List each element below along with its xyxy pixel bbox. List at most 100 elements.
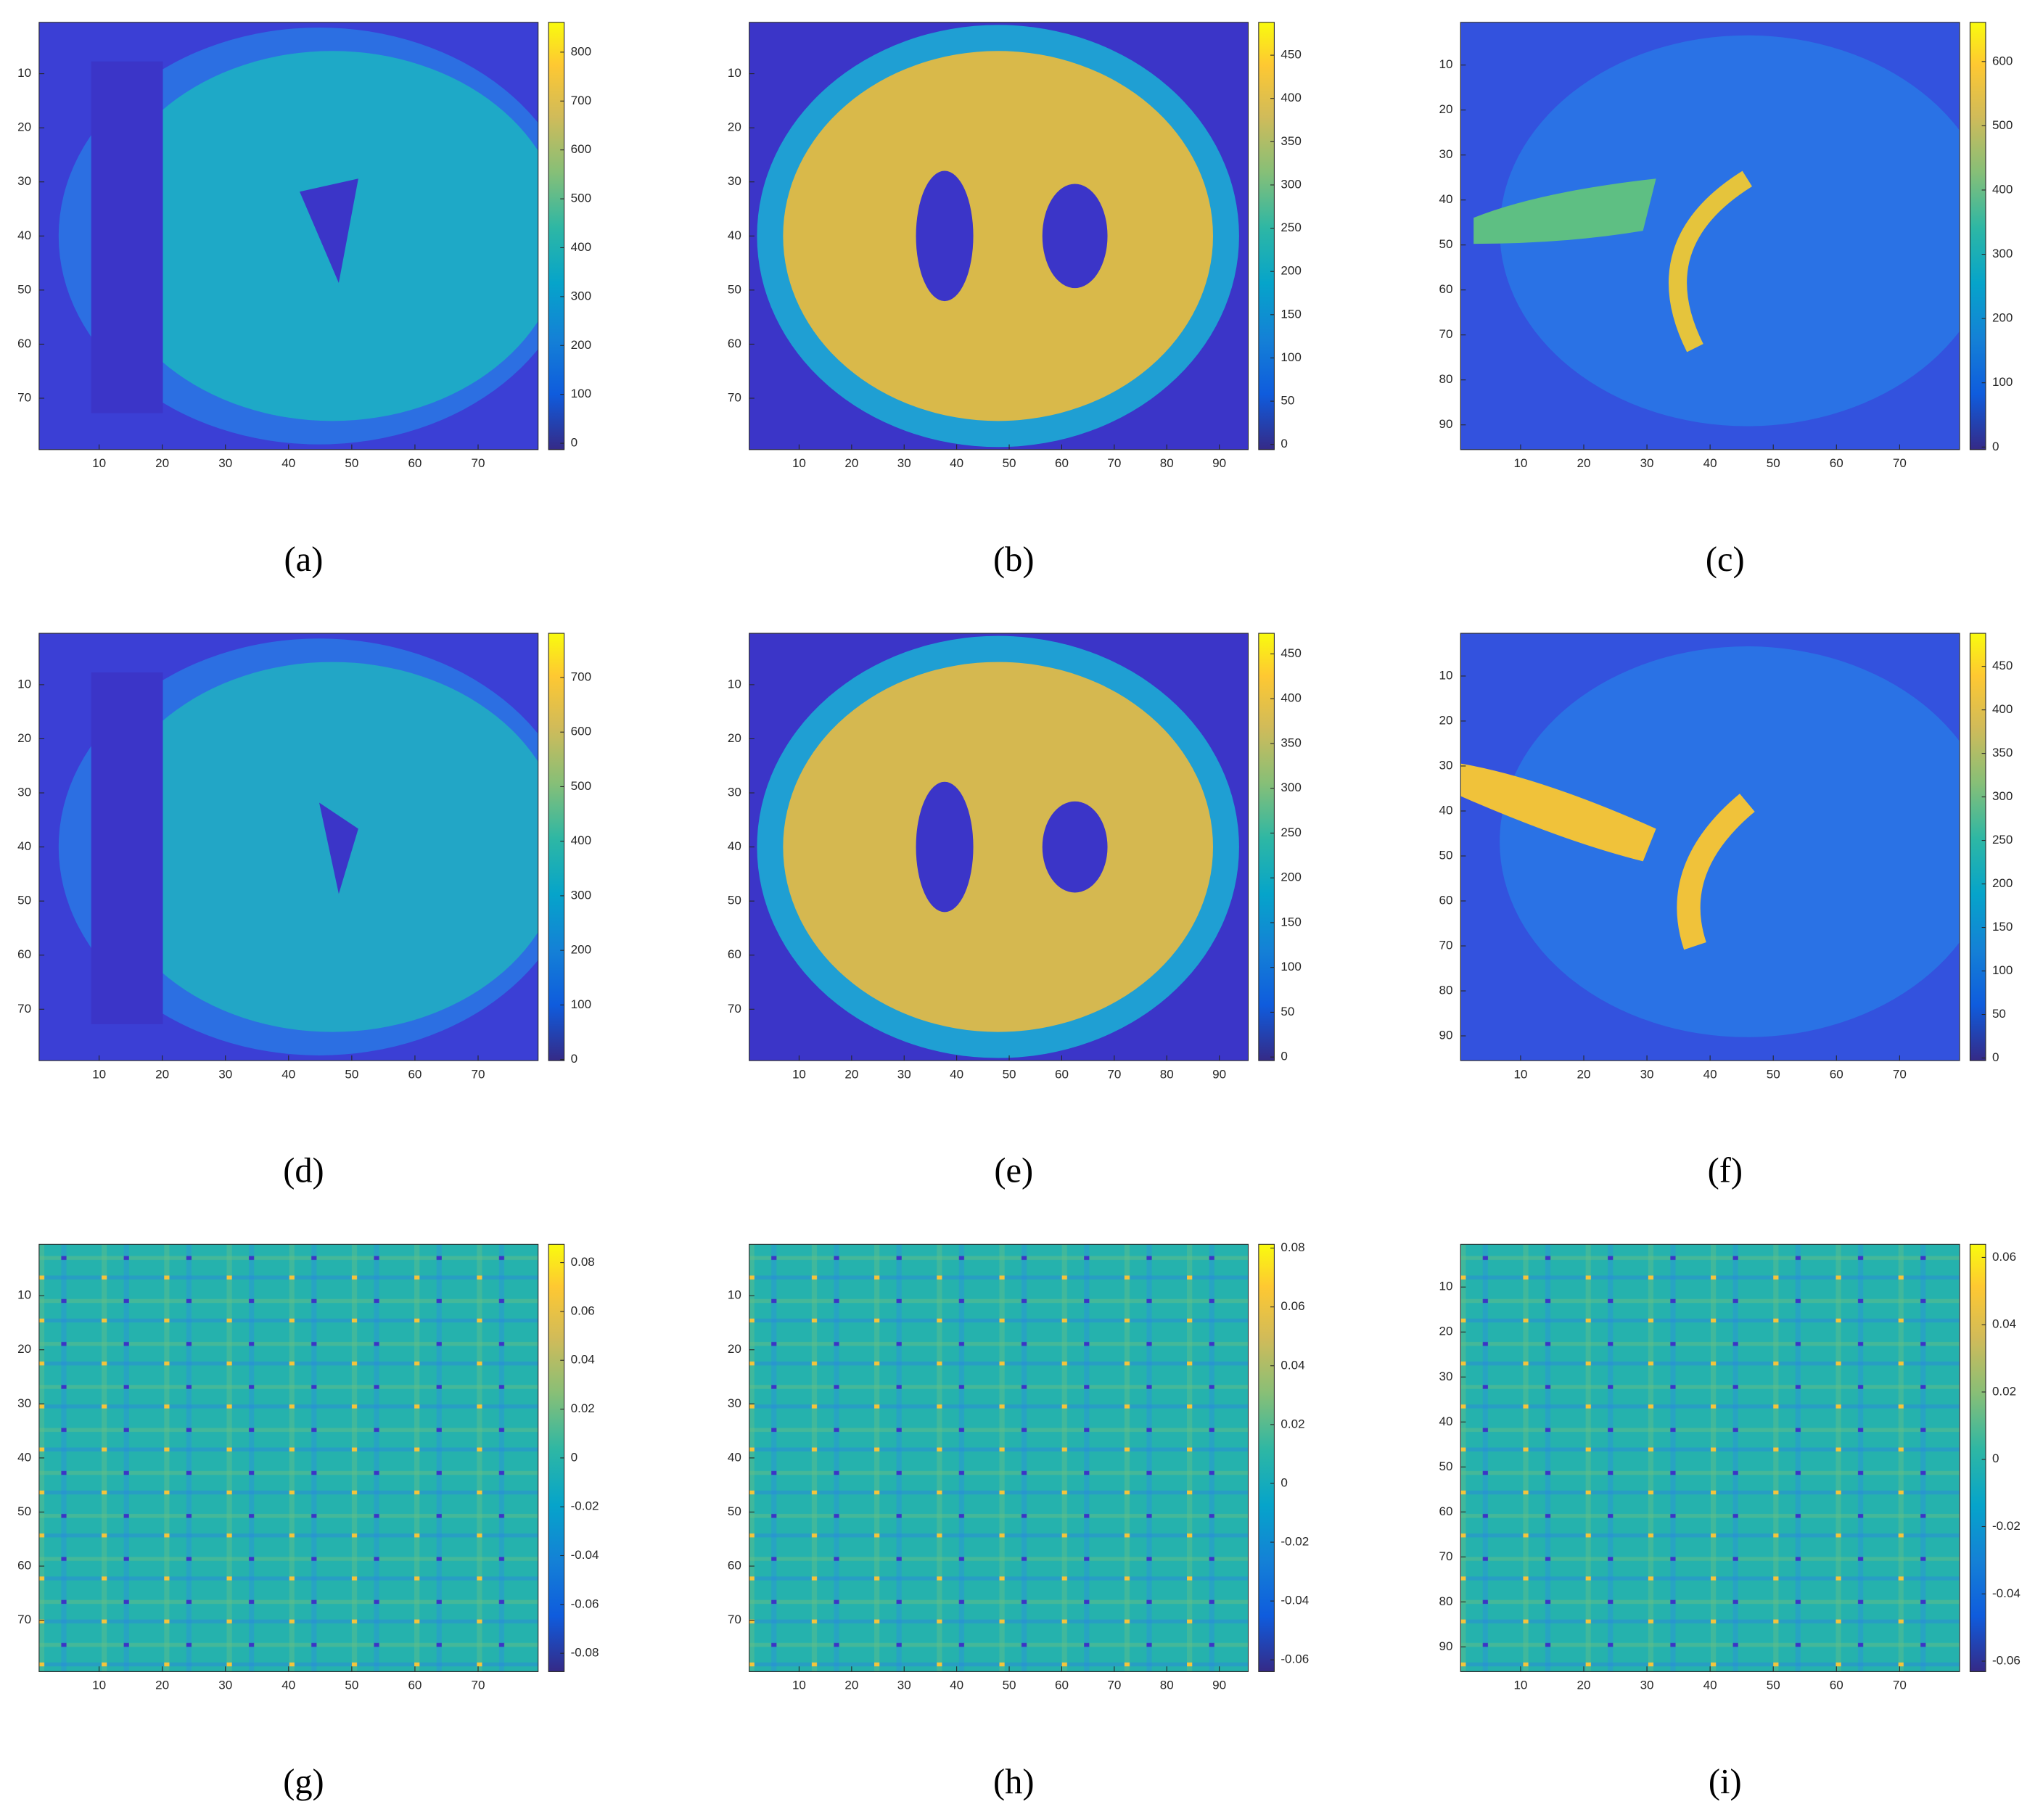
colorbar-tick-label: 0.02	[571, 1401, 595, 1415]
x-tick-label: 40	[281, 456, 295, 470]
y-tick-label: 10	[17, 677, 31, 691]
colorbar-tick-label: 0	[571, 1450, 577, 1464]
y-tick-label: 20	[17, 120, 31, 134]
colorbar-tick-label: 0.08	[1281, 1240, 1304, 1254]
x-tick-label: 40	[950, 1067, 963, 1081]
x-tick-label: 80	[1160, 1067, 1174, 1081]
y-tick-label: 50	[1439, 1459, 1452, 1473]
x-tick-label: 50	[1003, 456, 1016, 470]
caption: (e)	[994, 1151, 1033, 1190]
x-tick-label: 60	[1830, 456, 1843, 470]
y-tick-label: 70	[728, 1613, 741, 1626]
x-tick-label: 20	[844, 456, 858, 470]
image	[38, 1244, 538, 1672]
y-tick-label: 50	[728, 894, 741, 907]
x-tick-label: 10	[92, 1067, 106, 1081]
colorbar-tick-label: 450	[1992, 659, 2013, 672]
y-tick-label: 20	[17, 731, 31, 745]
x-tick-label: 30	[1640, 456, 1654, 470]
caption: (i)	[1709, 1763, 1742, 1801]
image	[749, 633, 1249, 1061]
colorbar-tick-label: 150	[1281, 307, 1301, 321]
x-tick-label: 20	[155, 1679, 169, 1692]
y-tick-label: 40	[728, 839, 741, 853]
colorbar-tick-label: 500	[1992, 118, 2013, 132]
x-tick-label: 50	[345, 1679, 358, 1692]
colorbar-tick-label: 200	[571, 338, 591, 352]
colorbar-tick-label: 0.02	[1281, 1417, 1304, 1430]
colorbar-tick-label: 800	[571, 44, 591, 58]
colorbar-tick-label: 0.06	[1992, 1250, 2016, 1264]
colorbar-tick-label: 0.04	[571, 1353, 595, 1367]
colorbar-tick-label: 500	[571, 192, 591, 205]
colorbar-tick-label: 300	[1992, 789, 2013, 803]
caption: (h)	[993, 1763, 1035, 1801]
colorbar-tick-label: -0.04	[1281, 1594, 1309, 1607]
y-tick-label: 90	[1439, 1029, 1452, 1042]
y-tick-label: 40	[1439, 192, 1452, 206]
y-tick-label: 50	[17, 1504, 31, 1518]
x-tick-label: 70	[1893, 1067, 1907, 1081]
y-tick-label: 60	[17, 947, 31, 961]
colorbar-tick-label: 450	[1281, 646, 1301, 660]
colorbar-tick-label: 100	[571, 387, 591, 400]
colorbar-tick-label: -0.02	[1992, 1519, 2021, 1533]
y-tick-label: 30	[17, 786, 31, 799]
x-tick-label: 30	[1640, 1067, 1654, 1081]
caption: (a)	[284, 540, 324, 579]
colorbar	[1969, 633, 1986, 1061]
colorbar-tick-label: 0.06	[571, 1304, 595, 1317]
colorbar-tick-label: 250	[1992, 833, 2013, 847]
x-tick-label: 60	[408, 456, 422, 470]
x-tick-label: 70	[472, 456, 485, 470]
x-tick-label: 30	[897, 1067, 911, 1081]
y-tick-label: 30	[1439, 758, 1452, 772]
colorbar-tick-label: 150	[1992, 920, 2013, 934]
x-tick-label: 40	[281, 1679, 295, 1692]
colorbar-tick-label: 100	[1992, 963, 2013, 977]
x-tick-label: 60	[408, 1679, 422, 1692]
colorbar-tick-label: 250	[1281, 825, 1301, 839]
y-tick-label: 60	[728, 1559, 741, 1573]
y-tick-label: 90	[1439, 417, 1452, 431]
y-tick-label: 40	[728, 1450, 741, 1464]
y-tick-label: 20	[728, 1342, 741, 1356]
colorbar-tick-label: 50	[1281, 1005, 1294, 1018]
colorbar-tick-label: -0.04	[571, 1548, 599, 1562]
x-tick-label: 70	[472, 1067, 485, 1081]
caption: (c)	[1706, 540, 1745, 579]
x-tick-label: 10	[92, 1679, 106, 1692]
colorbar-tick-label: 0	[571, 436, 577, 450]
y-tick-label: 50	[1439, 237, 1452, 251]
x-tick-label: 60	[1830, 1679, 1843, 1692]
colorbar-tick-label: 400	[1281, 691, 1301, 705]
colorbar-tick-label: 150	[1281, 915, 1301, 928]
x-tick-label: 30	[1640, 1679, 1654, 1692]
y-tick-label: 10	[17, 1288, 31, 1302]
x-tick-label: 80	[1160, 456, 1174, 470]
colorbar-tick-label: 200	[1992, 876, 2013, 890]
x-tick-label: 90	[1212, 1679, 1226, 1692]
colorbar	[1258, 22, 1275, 450]
colorbar	[548, 22, 565, 450]
colorbar-tick-label: 100	[571, 997, 591, 1011]
y-tick-label: 30	[728, 786, 741, 799]
colorbar-tick-label: 400	[1281, 91, 1301, 104]
y-tick-label: 30	[17, 174, 31, 188]
colorbar-tick-label: 700	[571, 94, 591, 107]
x-tick-label: 50	[1767, 1067, 1780, 1081]
x-tick-label: 20	[155, 456, 169, 470]
x-tick-label: 10	[1513, 456, 1527, 470]
colorbar-tick-label: 50	[1281, 394, 1294, 408]
y-tick-label: 10	[728, 1288, 741, 1302]
x-tick-label: 90	[1212, 1067, 1226, 1081]
x-tick-label: 10	[1513, 1067, 1527, 1081]
y-tick-label: 30	[17, 1396, 31, 1410]
image	[38, 22, 538, 450]
colorbar-tick-label: 700	[571, 670, 591, 683]
colorbar	[1258, 1243, 1275, 1672]
y-tick-label: 60	[1439, 282, 1452, 296]
y-tick-label: 40	[17, 1450, 31, 1464]
y-tick-label: 60	[17, 1559, 31, 1573]
y-tick-label: 70	[1439, 327, 1452, 341]
